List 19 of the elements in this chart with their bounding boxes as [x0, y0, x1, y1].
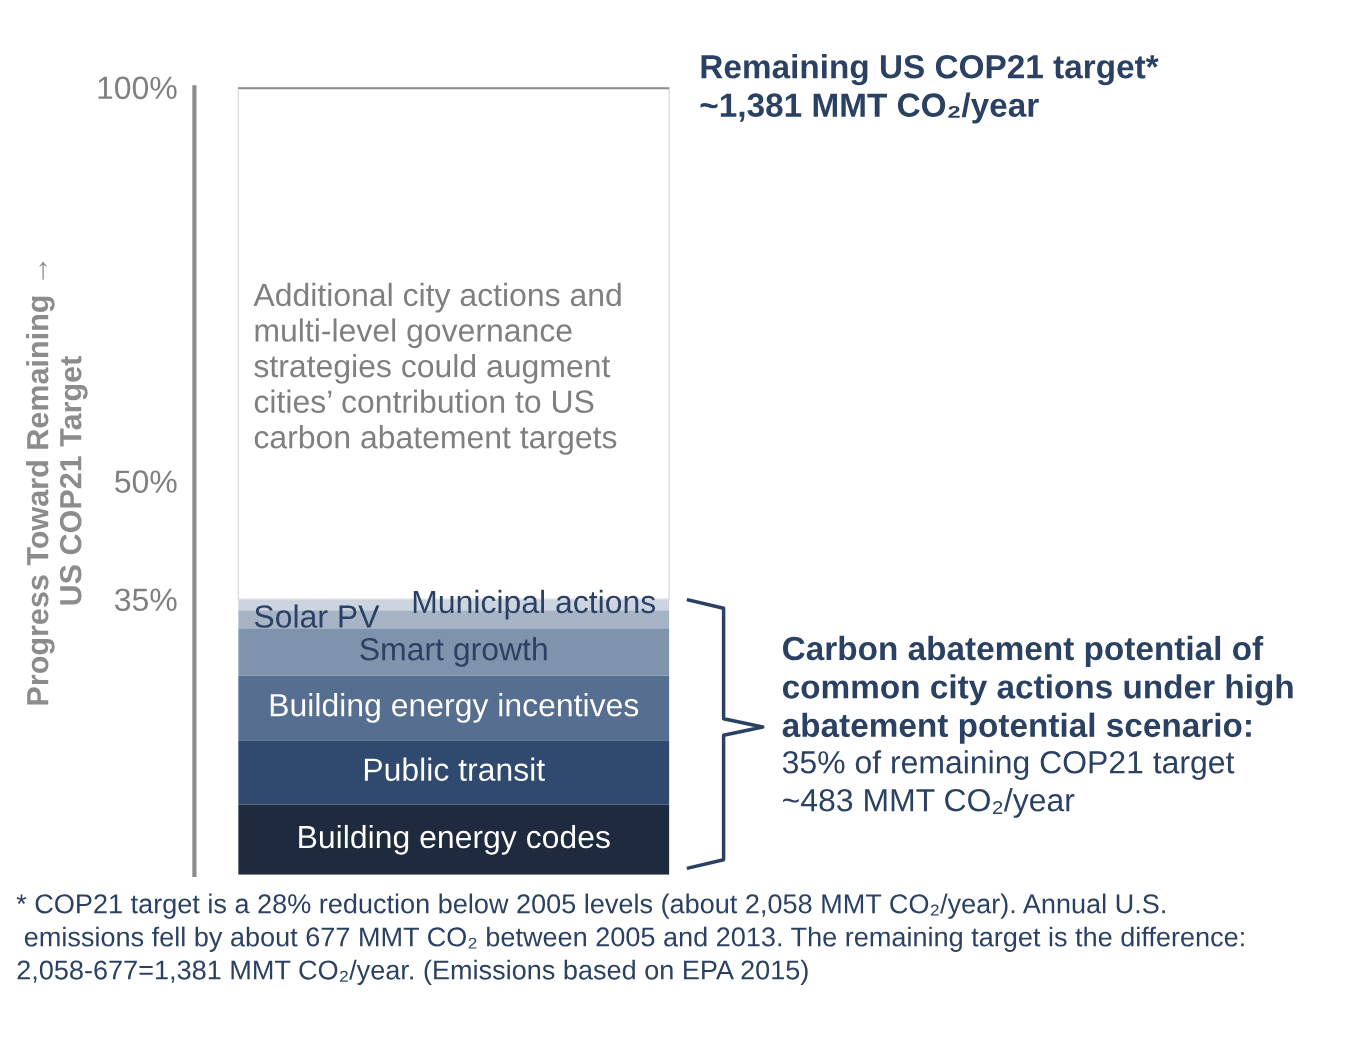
series-label: Building energy incentives	[270, 692, 639, 723]
series-label: Municipal actions	[413, 589, 656, 620]
series-label: Public transit	[364, 757, 545, 782]
bar	[238, 628, 670, 676]
series-label: Smart growth	[360, 637, 547, 667]
y-axis-title: Progress Toward Remaining → US COP21 Target	[26, 261, 88, 705]
y-tick-label: 50%	[115, 470, 177, 493]
series-label: Solar PV	[254, 604, 380, 628]
text: Carbon abatement potential of common city actions under high abatement potential scenario:	[782, 635, 1293, 744]
text: Remaining US COP21 target* ~1,381 MMT CO₂/year	[700, 54, 1159, 124]
text: 35% of remaining COP21 target ~483 MMT CO₂/year	[782, 750, 1235, 818]
bar	[238, 804, 670, 875]
bar	[238, 740, 670, 805]
series-label: Building energy codes	[299, 824, 610, 855]
bar	[238, 675, 670, 741]
series-label: Additional city actions and multi-level governance strategies could augment cities’ contribution to US carbon abatement targets	[253, 282, 621, 455]
text: * COP21 target is a 28% reduction below 2005 levels (about 2,058 MMT CO₂/year). Annual U.S. emissions fell by about 677 MMT CO₂ between 2005 and 2013. The remaining target is the difference: 2,058-677=1,381 MMT CO₂/year. (Emissions based on EPA 2015)	[16, 893, 1244, 985]
y-tick-label: 100%	[98, 76, 177, 100]
y-tick-label: 35%	[115, 588, 177, 612]
